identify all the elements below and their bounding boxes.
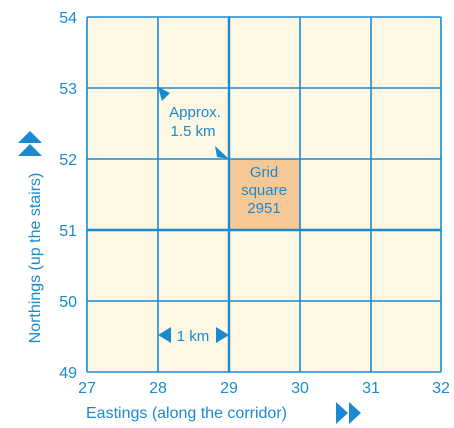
y-axis-title: Northings (up the stairs)	[27, 173, 44, 344]
one-km-right-arrow-icon	[216, 327, 229, 343]
easting-label-31: 31	[362, 380, 380, 397]
one-km-left-arrow-icon	[158, 327, 171, 343]
easting-label-29: 29	[220, 380, 238, 397]
easting-label-30: 30	[291, 380, 309, 397]
eastings-direction-icon	[336, 402, 361, 424]
northing-label-54: 54	[59, 10, 77, 27]
grid-square-label-line1: Grid	[250, 164, 278, 181]
approx-label-line1: Approx.	[169, 104, 221, 121]
vertical-gridlines	[86, 17, 442, 372]
highlight-square	[229, 159, 300, 230]
northing-label-51: 51	[59, 223, 77, 240]
one-km-label: 1 km	[177, 328, 210, 345]
horizontal-gridlines	[87, 16, 441, 373]
grid-square-label-line2: square	[241, 182, 287, 199]
easting-label-32: 32	[432, 380, 450, 397]
northing-label-50: 50	[59, 294, 77, 311]
northings-direction-icon	[18, 131, 42, 156]
easting-label-28: 28	[149, 380, 167, 397]
x-axis-title: Eastings (along the corridor)	[86, 405, 287, 422]
northing-label-49: 49	[59, 365, 77, 382]
approx-start-arrow-icon	[158, 87, 170, 101]
grid-square-label-line3: 2951	[247, 200, 280, 217]
easting-label-27: 27	[78, 380, 96, 397]
northing-label-53: 53	[59, 81, 77, 98]
northing-label-52: 52	[59, 152, 77, 169]
approx-end-arrow-icon	[215, 146, 229, 159]
approx-label-line2: 1.5 km	[170, 123, 215, 140]
